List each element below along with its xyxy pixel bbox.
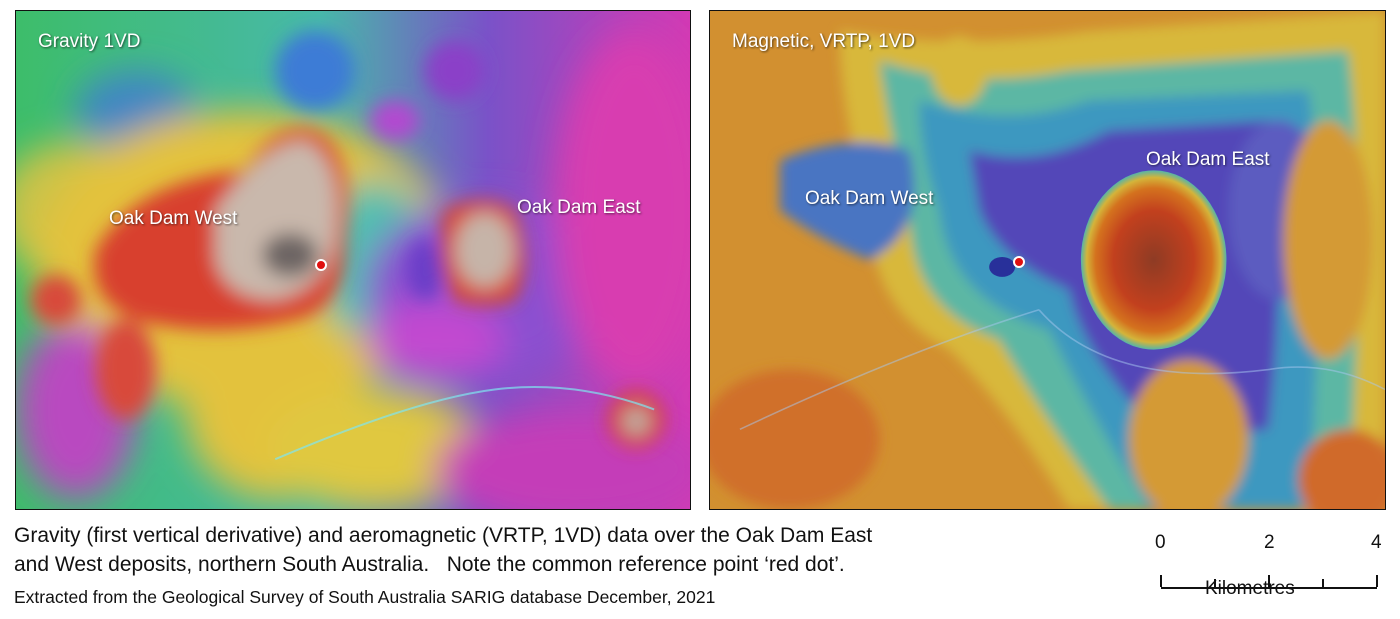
gravity-map-panel: Gravity 1VD Oak Dam West Oak Dam East	[15, 10, 691, 510]
magnetic-heatmap	[710, 11, 1385, 509]
label-oak-dam-east: Oak Dam East	[1146, 149, 1270, 170]
scale-tick-mark	[1376, 575, 1378, 587]
figure-caption: Gravity (first vertical derivative) and …	[14, 521, 1094, 579]
source-note: Extracted from the Geological Survey of …	[14, 587, 716, 607]
scale-unit-label: Kilometres	[1205, 578, 1295, 599]
gravity-heatmap	[16, 11, 690, 509]
label-oak-dam-east: Oak Dam East	[517, 197, 641, 218]
scale-tick-mark	[1214, 579, 1216, 587]
scale-tick-2: 2	[1264, 532, 1275, 553]
reference-red-dot-icon	[1013, 256, 1025, 268]
magnetic-map-panel: Magnetic, VRTP, 1VD Oak Dam West Oak Dam…	[709, 10, 1386, 510]
scale-tick-0: 0	[1155, 532, 1166, 553]
caption-line-2: and West deposits, northern South Austra…	[14, 553, 845, 576]
scale-bar: 0 2 4 Kilometres	[1150, 530, 1390, 610]
reference-red-dot-icon	[315, 259, 327, 271]
scale-tick-mark	[1322, 579, 1324, 587]
scale-bar-line	[1160, 563, 1378, 589]
label-oak-dam-west: Oak Dam West	[109, 208, 238, 229]
label-oak-dam-west: Oak Dam West	[805, 188, 934, 209]
scale-tick-mark	[1268, 575, 1270, 587]
scale-tick-4: 4	[1371, 532, 1382, 553]
magnetic-map-title: Magnetic, VRTP, 1VD	[732, 31, 916, 52]
caption-line-1: Gravity (first vertical derivative) and …	[14, 524, 873, 547]
scale-tick-mark	[1160, 575, 1162, 587]
gravity-map-title: Gravity 1VD	[38, 31, 141, 52]
